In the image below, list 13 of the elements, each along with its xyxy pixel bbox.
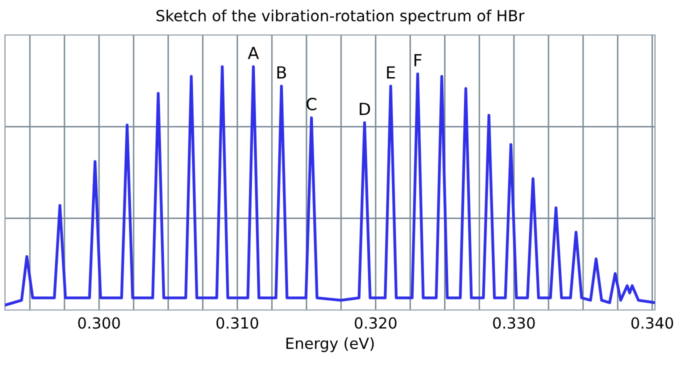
annotation: A xyxy=(248,46,259,60)
annotation: E xyxy=(387,66,395,78)
annotation: F xyxy=(414,54,422,66)
annotation: B xyxy=(277,66,286,78)
chart-title: Sketch of the vibration-rotation spectrum of HBr xyxy=(156,10,524,24)
x-tick-label: 0.310 xyxy=(216,317,258,329)
x-tick-label: 0.330 xyxy=(493,317,535,329)
annotation: C xyxy=(306,98,316,110)
annotation: D xyxy=(360,102,370,115)
x-tick-label: 0.300 xyxy=(78,317,120,329)
x-axis-title: Energy (eV) xyxy=(286,337,374,352)
x-tick-label: 0.320 xyxy=(354,317,396,329)
x-tick-label: 0.340 xyxy=(631,317,674,329)
